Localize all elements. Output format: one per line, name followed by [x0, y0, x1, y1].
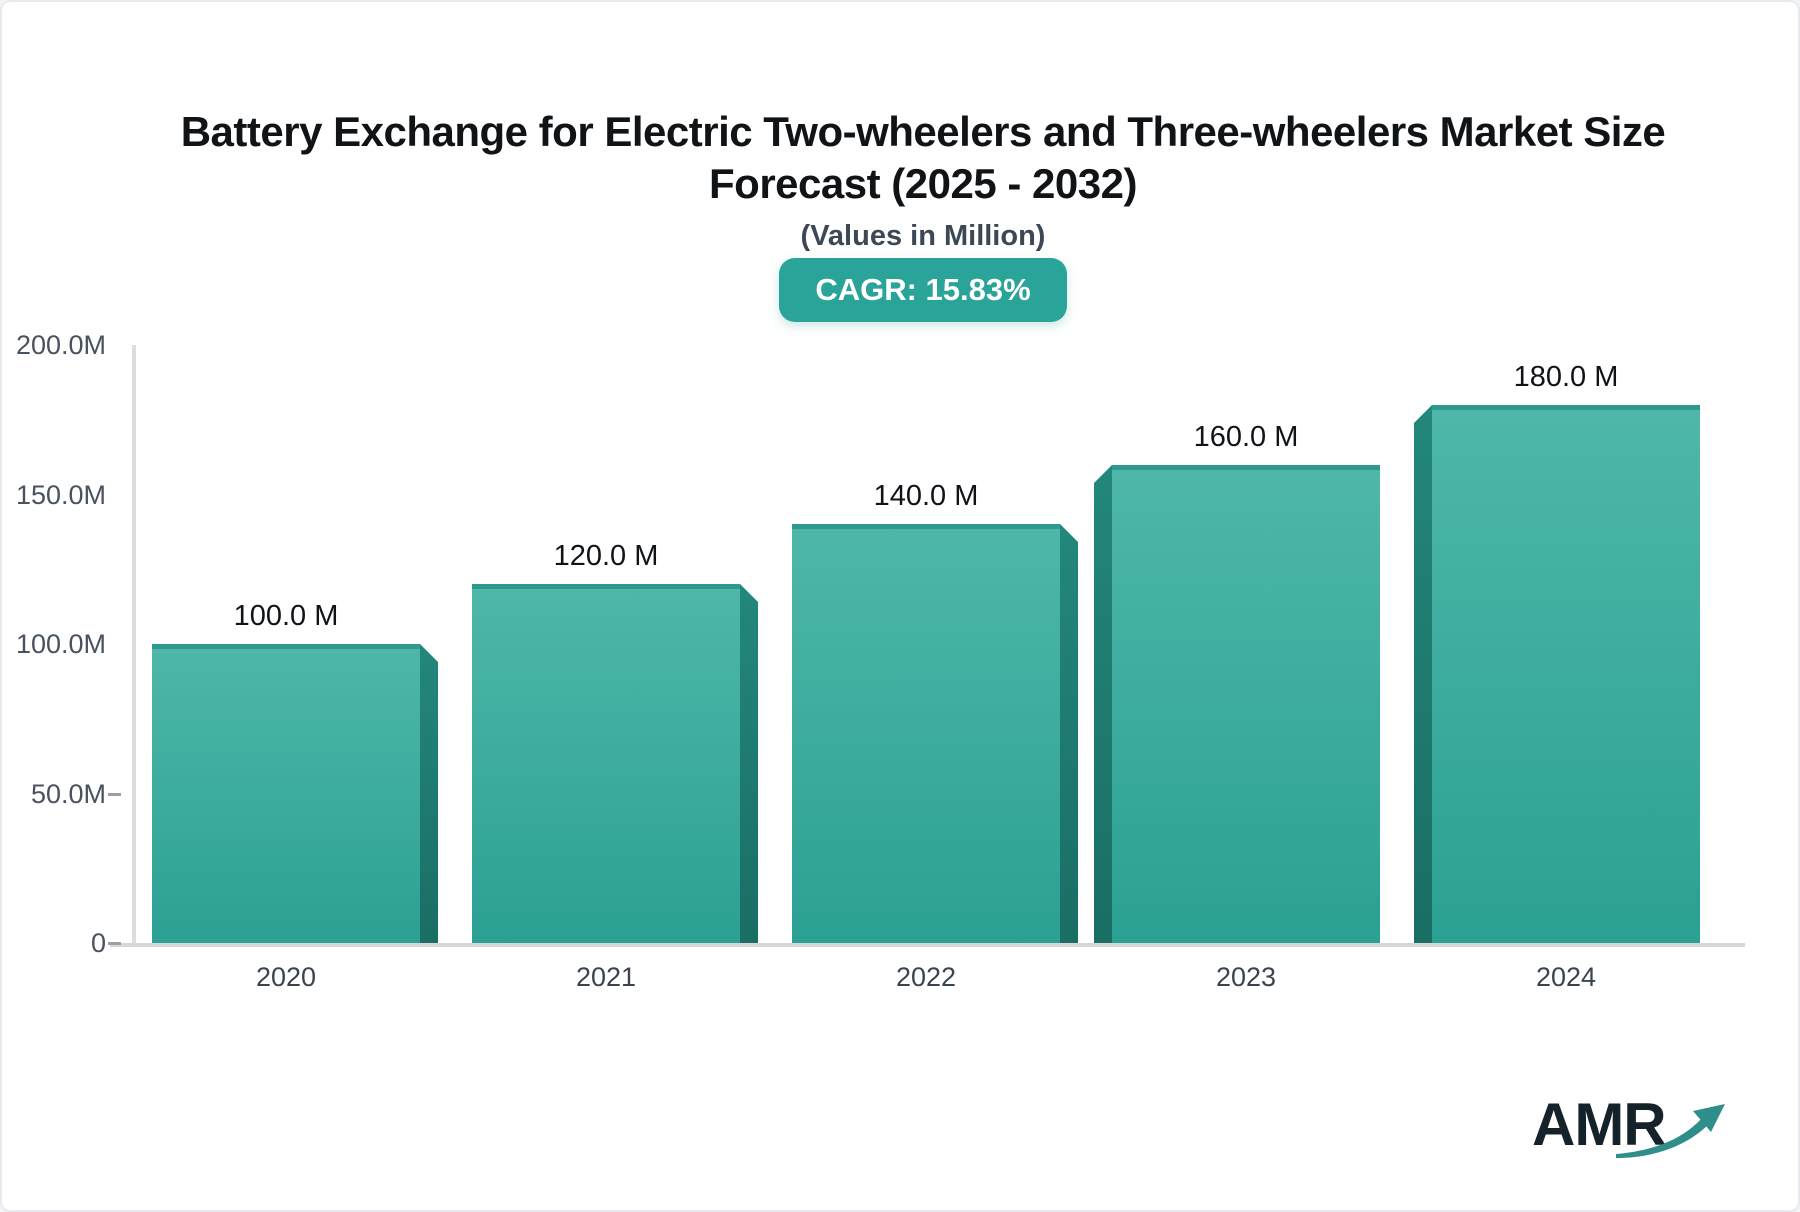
bar-value-label-2022: 140.0 M — [873, 480, 979, 512]
x-category-label-2024: 2024 — [1535, 962, 1597, 992]
bar-value-label-2024: 180.0 M — [1513, 361, 1619, 393]
y-tick-label-150.0M: 150.0M — [15, 479, 106, 510]
chart-title-line1: Battery Exchange for Electric Two-wheele… — [180, 108, 1666, 155]
y-tick-mark — [108, 942, 121, 945]
y-axis-line — [132, 345, 136, 943]
y-tick-label-0: 0 — [90, 928, 106, 958]
y-tick-label-50.0M: 50.0M — [30, 778, 106, 809]
bar-3d-side-2021 — [740, 584, 758, 943]
y-tick-label-200.0M: 200.0M — [15, 330, 106, 360]
chart-header: Battery Exchange for Electric Two-wheele… — [48, 2, 1798, 332]
x-category-label-2021: 2021 — [575, 962, 637, 992]
bar-value-label-2021: 120.0 M — [553, 540, 659, 572]
bar-2020[interactable] — [152, 644, 420, 943]
chart-title: Battery Exchange for Electric Two-wheele… — [48, 106, 1798, 210]
amr-logo: AMR — [1532, 1090, 1725, 1165]
bar-3d-side-2022 — [1060, 524, 1078, 943]
bar-2021[interactable] — [472, 584, 740, 943]
chart-subtitle: (Values in Million) — [800, 220, 1046, 252]
amr-logo-text: AMR — [1532, 1091, 1667, 1158]
y-tick-mark — [108, 792, 121, 796]
bar-value-label-2023: 160.0 M — [1193, 421, 1299, 453]
bar-2024[interactable] — [1432, 405, 1700, 943]
bar-value-label-2020: 100.0 M — [233, 600, 339, 632]
bar-2023[interactable] — [1112, 465, 1380, 943]
bar-3d-side-2020 — [420, 644, 438, 943]
bar-3d-side-2023 — [1094, 465, 1112, 943]
x-axis-baseline — [110, 943, 1745, 947]
bar-3d-side-2024 — [1414, 405, 1432, 943]
x-category-label-2022: 2022 — [895, 962, 957, 992]
bar-2022[interactable] — [792, 524, 1060, 943]
x-category-label-2023: 2023 — [1215, 962, 1277, 992]
x-category-label-2020: 2020 — [255, 962, 317, 992]
y-tick-label-100.0M: 100.0M — [15, 629, 106, 659]
cagr-badge-row: CAGR: 15.83% — [48, 258, 1798, 322]
trend-up-arrow-icon — [1616, 1104, 1725, 1158]
chart-title-line2: Forecast (2025 - 2032) — [709, 160, 1137, 207]
cagr-badge: CAGR: 15.83% — [779, 258, 1067, 322]
